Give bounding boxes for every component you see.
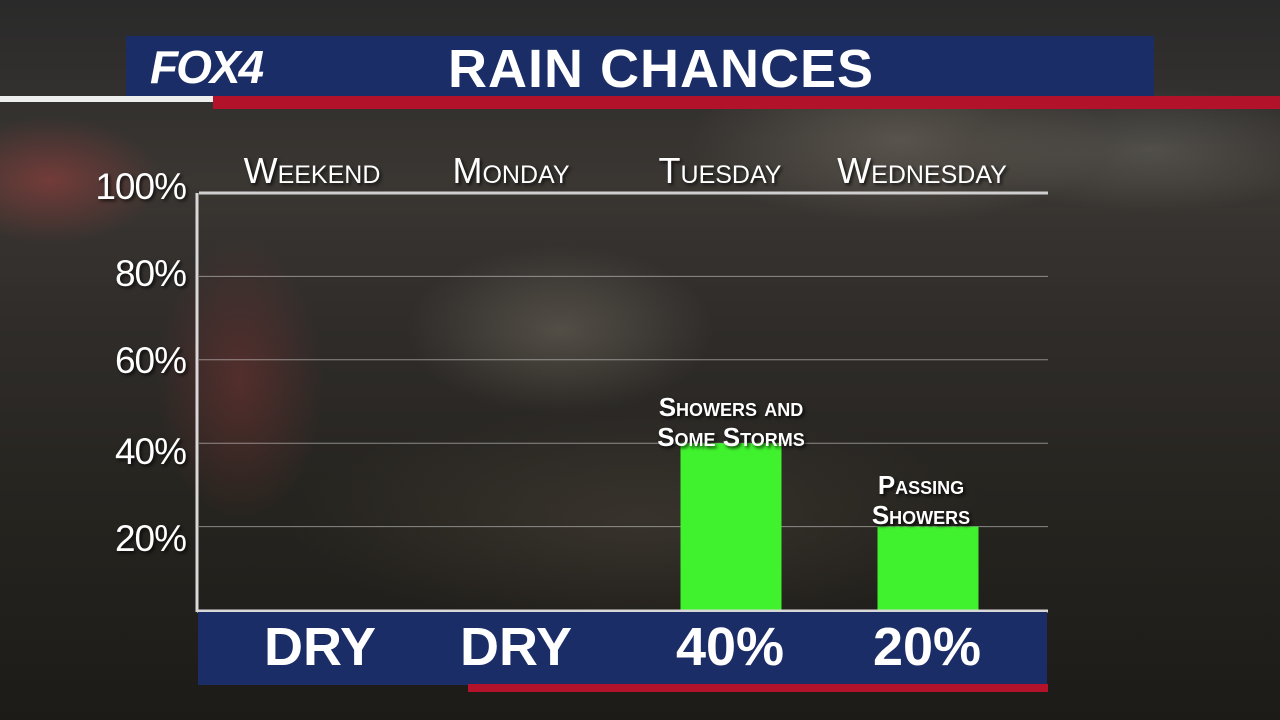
category-label-wednesday: Wednesday — [837, 150, 1007, 191]
y-tick-80: 80% — [114, 253, 187, 294]
value-label-weekend: DRY — [263, 617, 377, 677]
bar-wednesday — [877, 526, 979, 610]
fox4-logo: FOX4 — [150, 41, 264, 93]
top-white-rule — [0, 96, 215, 102]
y-tick-40: 40% — [114, 431, 187, 472]
value-label-tuesday: 40% — [675, 617, 785, 677]
bar-note-tuesday: Showers and Some Storms — [657, 392, 805, 452]
header-red-stripe — [213, 96, 1280, 109]
chart-title: RAIN CHANCES — [448, 39, 875, 99]
category-label-monday: Monday — [452, 150, 570, 191]
y-tick-20: 20% — [114, 518, 187, 559]
bar-note-wednesday: Passing Showers — [871, 470, 971, 530]
category-label-tuesday: Tuesday — [658, 150, 782, 191]
value-label-wednesday: 20% — [872, 617, 982, 677]
y-tick-100: 100% — [95, 166, 187, 207]
bottom-red-stripe — [468, 684, 1048, 692]
title-bar — [126, 36, 1154, 96]
bars — [680, 443, 979, 610]
bar-tuesday — [680, 443, 782, 610]
category-label-weekend: Weekend — [243, 150, 381, 191]
value-label-bar — [198, 612, 1047, 685]
value-label-monday: DRY — [459, 617, 573, 677]
y-tick-60: 60% — [114, 340, 187, 381]
